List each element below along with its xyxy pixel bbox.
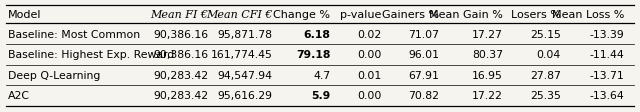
Text: 0.04: 0.04 (536, 50, 561, 60)
Text: 27.87: 27.87 (530, 70, 561, 80)
Text: Mean Loss %: Mean Loss % (552, 10, 625, 19)
Text: Mean FI €: Mean FI € (150, 10, 209, 19)
Text: Model: Model (8, 10, 42, 19)
Text: 90,386.16: 90,386.16 (154, 50, 209, 60)
Text: -13.71: -13.71 (590, 70, 625, 80)
Text: 70.82: 70.82 (408, 90, 439, 100)
Text: 94,547.94: 94,547.94 (218, 70, 273, 80)
Text: 0.00: 0.00 (357, 50, 381, 60)
Text: Gainers %: Gainers % (382, 10, 439, 19)
Text: 0.01: 0.01 (357, 70, 381, 80)
Text: Baseline: Most Common: Baseline: Most Common (8, 30, 140, 40)
Text: 80.37: 80.37 (472, 50, 503, 60)
Text: Mean Gain %: Mean Gain % (429, 10, 503, 19)
Text: 95,616.29: 95,616.29 (218, 90, 273, 100)
Text: -13.39: -13.39 (590, 30, 625, 40)
Text: 25.15: 25.15 (530, 30, 561, 40)
Text: 25.35: 25.35 (530, 90, 561, 100)
Text: 161,774.45: 161,774.45 (211, 50, 273, 60)
Text: 4.7: 4.7 (313, 70, 330, 80)
Text: 71.07: 71.07 (408, 30, 439, 40)
Text: 90,283.42: 90,283.42 (154, 70, 209, 80)
Text: Deep Q-Learning: Deep Q-Learning (8, 70, 100, 80)
Text: 17.27: 17.27 (472, 30, 503, 40)
Text: 95,871.78: 95,871.78 (218, 30, 273, 40)
Text: 90,386.16: 90,386.16 (154, 30, 209, 40)
Text: 16.95: 16.95 (472, 70, 503, 80)
Text: 0.02: 0.02 (357, 30, 381, 40)
Text: 0.00: 0.00 (357, 90, 381, 100)
Text: Change %: Change % (273, 10, 330, 19)
Text: A2C: A2C (8, 90, 30, 100)
Text: 96.01: 96.01 (408, 50, 439, 60)
Text: -13.64: -13.64 (590, 90, 625, 100)
Text: Baseline: Highest Exp. Reward: Baseline: Highest Exp. Reward (8, 50, 175, 60)
Text: -11.44: -11.44 (590, 50, 625, 60)
Text: Losers %: Losers % (511, 10, 561, 19)
Text: Mean CFI €: Mean CFI € (206, 10, 273, 19)
Text: 5.9: 5.9 (311, 90, 330, 100)
Text: 79.18: 79.18 (296, 50, 330, 60)
Text: p-value: p-value (340, 10, 381, 19)
Text: 17.22: 17.22 (472, 90, 503, 100)
Text: 6.18: 6.18 (303, 30, 330, 40)
Text: 67.91: 67.91 (408, 70, 439, 80)
Text: 90,283.42: 90,283.42 (154, 90, 209, 100)
